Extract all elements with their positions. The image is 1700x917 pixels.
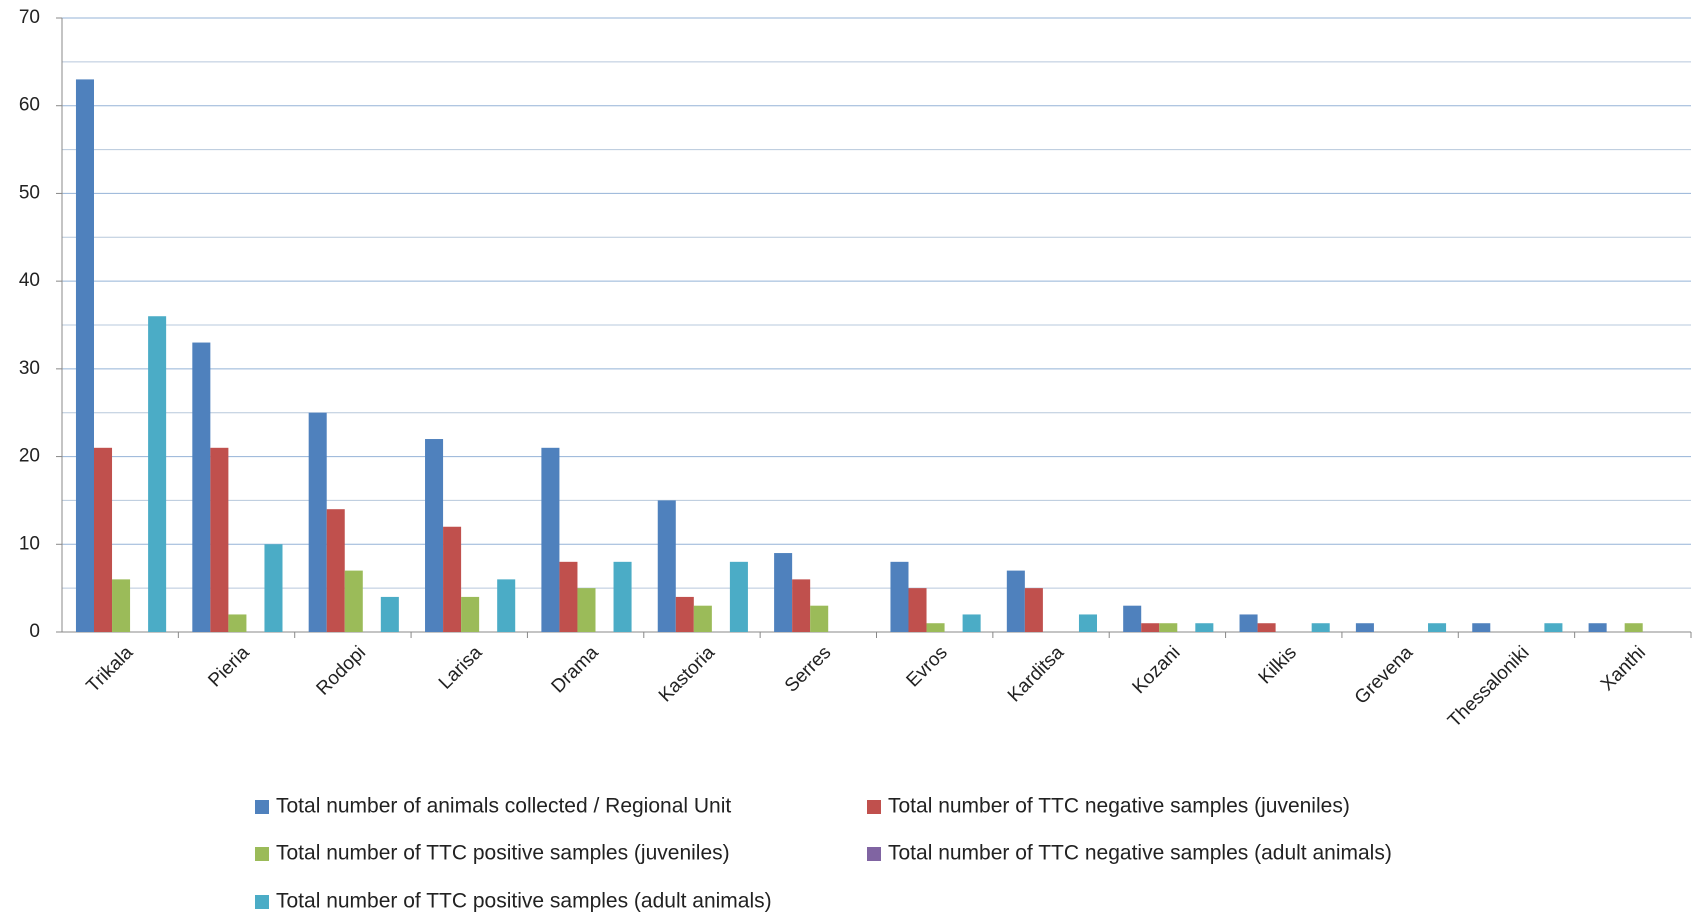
- x-tick-label: Pieria: [204, 642, 254, 692]
- legend-swatch: [867, 847, 881, 861]
- x-tick-label: Kilkis: [1255, 642, 1301, 688]
- legend-label: Total number of TTC negative samples (ad…: [888, 842, 1392, 865]
- y-tick-label: 50: [19, 182, 40, 203]
- bar: [1141, 623, 1160, 632]
- y-tick-label: 20: [19, 446, 40, 467]
- bar: [192, 342, 211, 632]
- bar: [443, 526, 462, 632]
- bar: [497, 579, 516, 632]
- bar: [774, 553, 793, 632]
- legend-swatch: [255, 800, 269, 814]
- bar: [693, 605, 712, 632]
- bar: [657, 500, 676, 632]
- x-tick-label: Thessaloniki: [1444, 642, 1534, 732]
- bar: [1311, 623, 1330, 632]
- y-tick-label: 60: [19, 95, 40, 116]
- x-tick-label: Serres: [781, 642, 835, 696]
- x-tick-label: Drama: [548, 642, 603, 697]
- bar: [890, 561, 909, 632]
- bar: [1006, 570, 1025, 632]
- bar: [112, 579, 131, 632]
- bar: [792, 579, 811, 632]
- bar: [1024, 588, 1043, 632]
- bar: [1159, 623, 1178, 632]
- legend-swatch: [867, 800, 881, 814]
- bar: [1257, 623, 1276, 632]
- bar: [1355, 623, 1374, 632]
- bar: [559, 561, 578, 632]
- bar: [675, 596, 694, 632]
- bar: [541, 447, 560, 632]
- bar: [344, 570, 363, 632]
- bar: [461, 596, 480, 632]
- bar: [1123, 605, 1142, 632]
- y-tick-label: 10: [19, 533, 40, 554]
- bar: [613, 561, 632, 632]
- bar: [1195, 623, 1214, 632]
- bar: [729, 561, 748, 632]
- bar: [425, 439, 444, 632]
- x-tick-label: Evros: [903, 642, 952, 691]
- bar: [1624, 623, 1643, 632]
- y-tick-label: 70: [19, 7, 40, 28]
- x-tick-label: Kozani: [1129, 642, 1185, 698]
- legend-swatch: [255, 895, 269, 909]
- y-tick-label: 30: [19, 358, 40, 379]
- y-tick-label: 40: [19, 270, 40, 291]
- legend-swatch: [255, 847, 269, 861]
- x-tick-label: Karditsa: [1004, 642, 1068, 706]
- x-tick-label: Grevena: [1351, 642, 1418, 709]
- legend-label: Total number of TTC positive samples (ad…: [276, 890, 772, 913]
- bar: [1428, 623, 1447, 632]
- bar: [93, 447, 113, 632]
- bar: [380, 596, 399, 632]
- bar: [1472, 623, 1491, 632]
- bar: [228, 614, 247, 632]
- bar: [577, 588, 596, 632]
- bar: [926, 623, 945, 632]
- bar: [1588, 623, 1607, 632]
- bar: [1544, 623, 1563, 632]
- bar: [210, 447, 229, 632]
- x-tick-label: Trikala: [83, 642, 138, 697]
- legend-label: Total number of animals collected / Regi…: [276, 795, 731, 818]
- bar: [1078, 614, 1097, 632]
- bar: [962, 614, 981, 632]
- bar: [264, 544, 283, 632]
- x-tick-label: Rodopi: [313, 642, 370, 699]
- bar: [148, 316, 167, 632]
- bar: [1239, 614, 1258, 632]
- x-tick-label: Kastoria: [655, 642, 719, 706]
- x-tick-label: Xanthi: [1597, 642, 1650, 695]
- bar: [308, 412, 327, 632]
- legend-label: Total number of TTC negative samples (ju…: [888, 795, 1350, 818]
- legend-label: Total number of TTC positive samples (ju…: [276, 842, 730, 865]
- bar: [326, 509, 345, 632]
- bar: [810, 605, 829, 632]
- x-tick-label: Larisa: [435, 642, 487, 694]
- bar: [908, 588, 927, 632]
- y-tick-label: 0: [29, 621, 40, 642]
- bar: [75, 79, 94, 632]
